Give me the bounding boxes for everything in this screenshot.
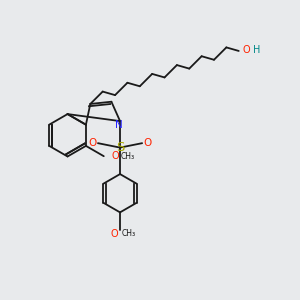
Text: CH₃: CH₃ bbox=[121, 229, 135, 238]
Text: H: H bbox=[253, 45, 260, 56]
Text: O: O bbox=[242, 45, 250, 56]
Text: O: O bbox=[88, 138, 97, 148]
Text: N: N bbox=[115, 120, 122, 130]
Text: O: O bbox=[111, 229, 118, 238]
Text: O: O bbox=[143, 138, 152, 148]
Text: O: O bbox=[111, 151, 119, 161]
Text: S: S bbox=[116, 141, 124, 154]
Text: CH₃: CH₃ bbox=[120, 152, 134, 161]
